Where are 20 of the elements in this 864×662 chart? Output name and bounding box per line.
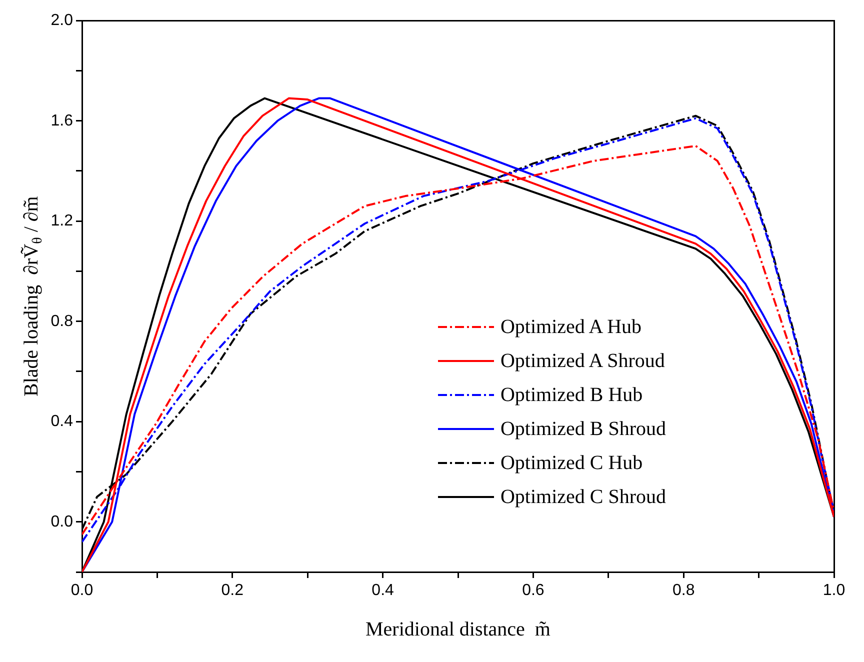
x-tick-label: 0.0 (70, 582, 94, 600)
y-tick-label: 0.0 (50, 513, 74, 530)
legend-label: Optimized A Shroud (500, 350, 665, 372)
legend-label: Optimized B Hub (500, 384, 643, 406)
x-tick-label: 1.0 (822, 582, 846, 600)
y-tick-label: 1.6 (50, 112, 74, 130)
legend-label: Optimized C Hub (500, 452, 643, 474)
legend-label: Optimized A Hub (500, 316, 642, 338)
x-tick-label: 0.8 (672, 582, 695, 600)
y-tick-label: 2.0 (50, 12, 74, 30)
y-tick-label: 0.4 (50, 413, 74, 430)
x-tick-label: 0.2 (221, 582, 244, 600)
y-axis-title: Blade loading ∂rṼθ / ∂m̃ (20, 196, 46, 396)
x-axis-title: Meridional distance m̃ (366, 618, 551, 640)
y-tick-label: 0.8 (50, 312, 74, 330)
legend-label: Optimized C Shroud (500, 486, 666, 508)
y-tick-label: 1.2 (50, 212, 74, 230)
legend-label: Optimized B Shroud (500, 418, 666, 440)
x-tick-label: 0.4 (372, 582, 394, 600)
x-tick-label: 0.6 (522, 582, 544, 600)
